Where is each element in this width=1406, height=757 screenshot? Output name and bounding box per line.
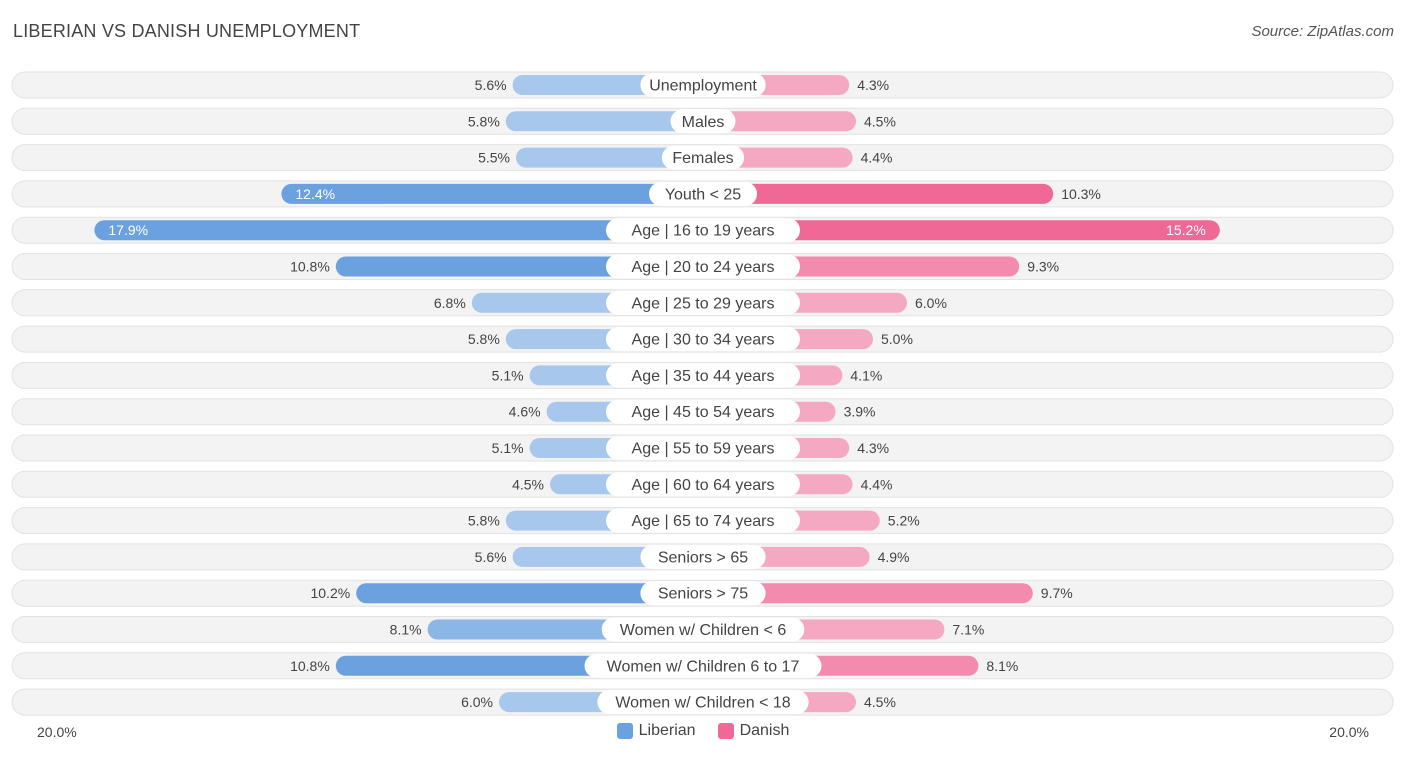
category-label: Seniors > 65 — [658, 549, 748, 566]
danish-value-label: 3.9% — [844, 404, 876, 420]
danish-value-label: 5.0% — [881, 331, 913, 347]
liberian-value-label: 10.2% — [310, 585, 350, 601]
liberian-bar — [516, 147, 703, 168]
liberian-value-label: 5.5% — [478, 150, 510, 166]
legend-label-danish: Danish — [739, 722, 790, 739]
category-label: Youth < 25 — [665, 186, 741, 203]
danish-bar — [703, 583, 1033, 604]
category-label-background — [606, 399, 800, 424]
liberian-value-label: 5.6% — [475, 77, 507, 93]
liberian-value-label: 5.6% — [475, 549, 507, 565]
danish-value-label: 6.0% — [915, 295, 947, 311]
category-label-background — [584, 653, 822, 678]
category-label: Age | 16 to 19 years — [632, 223, 775, 240]
category-label-background — [606, 436, 800, 460]
category-label-background — [640, 544, 766, 569]
legend: Liberian Danish — [0, 722, 1406, 740]
legend-swatch-danish — [717, 723, 734, 739]
liberian-value-label: 5.8% — [468, 513, 500, 529]
danish-value-label: 4.5% — [864, 694, 896, 710]
category-label: Women w/ Children < 6 — [620, 622, 787, 639]
legend-swatch-liberian — [616, 723, 633, 739]
danish-bar — [703, 220, 1220, 241]
category-label: Age | 20 to 24 years — [632, 259, 775, 276]
liberian-value-label: 4.6% — [509, 404, 541, 420]
liberian-value-label: 10.8% — [290, 658, 330, 674]
category-label-background — [640, 581, 766, 606]
liberian-value-label: 4.5% — [512, 476, 544, 492]
axis-left-label: 20.0% — [37, 724, 77, 740]
liberian-bar — [505, 111, 703, 132]
liberian-value-label: 6.8% — [434, 295, 466, 311]
category-label: Age | 65 to 74 years — [632, 513, 775, 530]
category-label-background — [606, 327, 800, 352]
source-label: Source: ZipAtlas.com — [1251, 23, 1394, 40]
danish-bar — [703, 183, 1054, 204]
danish-value-label: 5.2% — [888, 513, 920, 529]
category-label: Age | 60 to 64 years — [632, 477, 775, 494]
liberian-value-label: 5.1% — [492, 367, 524, 383]
danish-value-label: 4.4% — [861, 476, 893, 492]
category-label: Age | 35 to 44 years — [632, 368, 775, 385]
liberian-bar — [94, 220, 703, 241]
legend-item-liberian: Liberian — [616, 722, 696, 740]
danish-value-label: 4.5% — [864, 113, 896, 129]
danish-value-label: 10.3% — [1061, 186, 1101, 202]
danish-value-label: 7.1% — [952, 622, 984, 638]
danish-value-label: 9.7% — [1041, 585, 1073, 601]
liberian-value-label: 5.8% — [468, 331, 500, 347]
liberian-bar — [356, 583, 703, 604]
liberian-value-label: 5.8% — [468, 113, 500, 129]
category-label: Seniors > 75 — [658, 586, 748, 603]
danish-bar — [703, 111, 856, 132]
liberian-value-label: 8.1% — [390, 622, 422, 638]
danish-value-label: 4.1% — [850, 367, 882, 383]
axis-right-label: 20.0% — [1329, 724, 1369, 740]
category-label-background — [606, 218, 800, 243]
liberian-value-label: 6.0% — [461, 694, 493, 710]
category-label-background — [597, 690, 809, 715]
category-label: Females — [672, 150, 733, 167]
danish-value-label: 15.2% — [1166, 222, 1206, 238]
category-label-background — [640, 73, 766, 97]
category-label-background — [606, 290, 800, 315]
danish-value-label: 4.9% — [878, 549, 910, 565]
danish-value-label: 4.3% — [857, 440, 889, 456]
liberian-value-label: 10.8% — [290, 259, 330, 275]
liberian-value-label: 17.9% — [108, 222, 148, 238]
category-label: Age | 55 to 59 years — [632, 441, 775, 458]
legend-item-danish: Danish — [717, 722, 790, 740]
chart-title: LIBERIAN VS DANISH UNEMPLOYMENT — [13, 21, 361, 41]
category-label-background — [670, 109, 736, 134]
legend-label-liberian: Liberian — [638, 722, 696, 739]
category-label: Age | 45 to 54 years — [632, 404, 775, 421]
category-label-background — [606, 472, 800, 497]
category-label: Women w/ Children < 18 — [615, 695, 790, 712]
category-label: Age | 30 to 34 years — [632, 332, 775, 349]
category-label-background — [601, 617, 805, 642]
category-label-background — [606, 254, 800, 279]
liberian-value-label: 5.1% — [492, 440, 524, 456]
danish-value-label: 4.3% — [857, 77, 889, 93]
danish-value-label: 8.1% — [986, 658, 1018, 674]
danish-value-label: 4.4% — [861, 150, 893, 166]
liberian-value-label: 12.4% — [295, 186, 335, 202]
category-label: Unemployment — [649, 78, 757, 95]
danish-value-label: 9.3% — [1027, 259, 1059, 275]
category-label-background — [606, 363, 800, 388]
category-label: Age | 25 to 29 years — [632, 295, 775, 312]
category-label: Males — [682, 114, 725, 131]
category-label-background — [606, 508, 800, 533]
liberian-bar — [281, 183, 703, 204]
category-label: Women w/ Children 6 to 17 — [607, 658, 800, 675]
category-label-background — [649, 181, 757, 206]
category-label-background — [661, 145, 745, 170]
